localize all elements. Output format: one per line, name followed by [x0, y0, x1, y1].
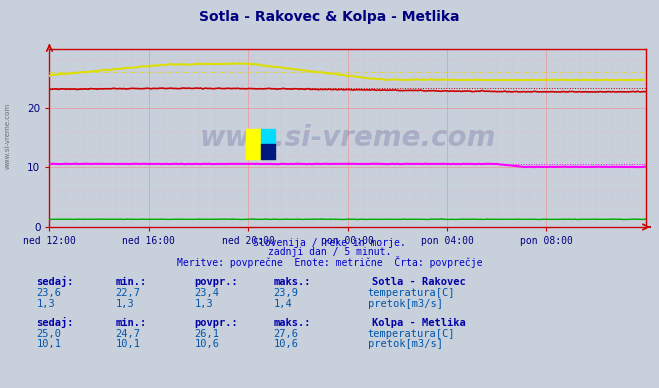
Text: 22,7: 22,7 [115, 288, 140, 298]
Text: Slovenija / reke in morje.: Slovenija / reke in morje. [253, 237, 406, 248]
Text: temperatura[C]: temperatura[C] [368, 329, 455, 339]
Text: povpr.:: povpr.: [194, 277, 238, 287]
Text: 1,3: 1,3 [194, 298, 213, 308]
Bar [261, 129, 275, 144]
Text: 10,6: 10,6 [273, 339, 299, 349]
Text: Sotla - Rakovec: Sotla - Rakovec [372, 277, 466, 287]
Bar [246, 129, 261, 159]
Text: Meritve: povprečne  Enote: metrične  Črta: povprečje: Meritve: povprečne Enote: metrične Črta:… [177, 256, 482, 268]
Text: 10,1: 10,1 [115, 339, 140, 349]
Text: sedaj:: sedaj: [36, 276, 74, 287]
Text: min.:: min.: [115, 277, 146, 287]
Text: 1,3: 1,3 [115, 298, 134, 308]
Text: min.:: min.: [115, 318, 146, 328]
Text: maks.:: maks.: [273, 277, 311, 287]
Text: zadnji dan / 5 minut.: zadnji dan / 5 minut. [268, 247, 391, 257]
Text: 26,1: 26,1 [194, 329, 219, 339]
Text: temperatura[C]: temperatura[C] [368, 288, 455, 298]
Bar [261, 144, 275, 159]
Text: povpr.:: povpr.: [194, 318, 238, 328]
Text: 1,4: 1,4 [273, 298, 292, 308]
Text: 24,7: 24,7 [115, 329, 140, 339]
Text: 23,6: 23,6 [36, 288, 61, 298]
Text: 25,0: 25,0 [36, 329, 61, 339]
Text: 1,3: 1,3 [36, 298, 55, 308]
Text: 23,4: 23,4 [194, 288, 219, 298]
Text: 10,1: 10,1 [36, 339, 61, 349]
Text: Kolpa - Metlika: Kolpa - Metlika [372, 318, 466, 328]
Text: 10,6: 10,6 [194, 339, 219, 349]
Text: www.si-vreme.com: www.si-vreme.com [5, 103, 11, 169]
Text: pretok[m3/s]: pretok[m3/s] [368, 298, 443, 308]
Text: 27,6: 27,6 [273, 329, 299, 339]
Text: www.si-vreme.com: www.si-vreme.com [200, 124, 496, 152]
Text: maks.:: maks.: [273, 318, 311, 328]
Text: 23,9: 23,9 [273, 288, 299, 298]
Text: sedaj:: sedaj: [36, 317, 74, 328]
Text: pretok[m3/s]: pretok[m3/s] [368, 339, 443, 349]
Text: Sotla - Rakovec & Kolpa - Metlika: Sotla - Rakovec & Kolpa - Metlika [199, 10, 460, 24]
